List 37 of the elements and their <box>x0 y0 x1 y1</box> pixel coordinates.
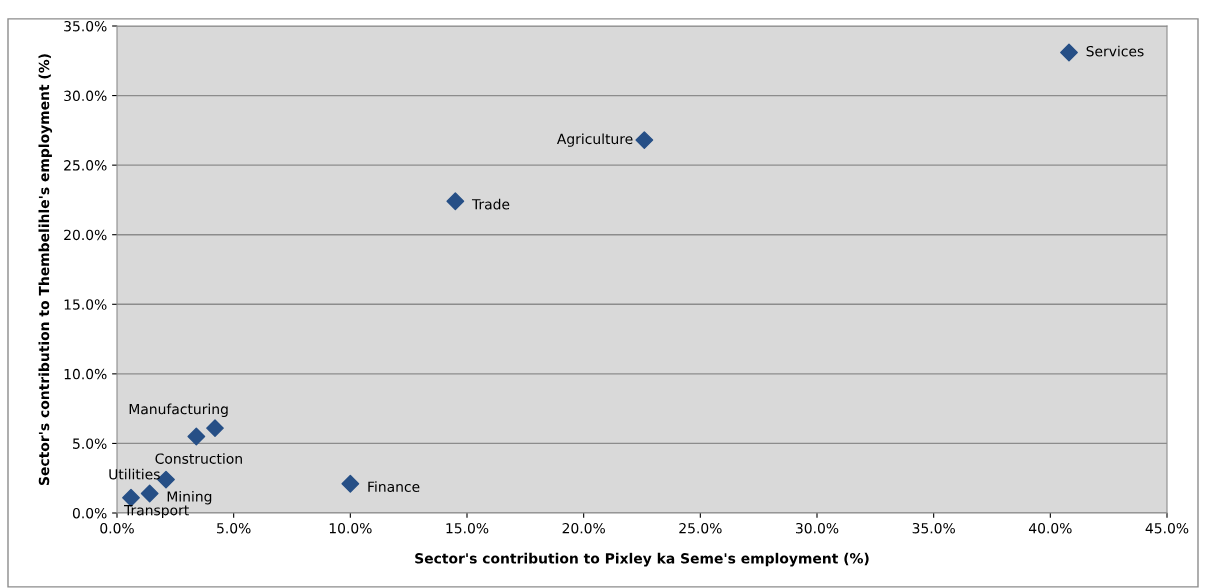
y-tick-label: 30.0% <box>64 90 107 102</box>
point <box>341 474 360 493</box>
x-tick-label: 25.0% <box>679 522 722 534</box>
point <box>206 419 224 438</box>
y-tick-label: 35.0% <box>64 20 107 32</box>
x-tick-label: 10.0% <box>329 522 372 534</box>
y-tick-label: 0.0% <box>72 507 107 519</box>
x-tick-label: 5.0% <box>217 522 251 534</box>
point <box>446 192 465 211</box>
annotation: Finance <box>368 481 420 492</box>
annotation: Agriculture <box>556 133 633 147</box>
y-axis-title: Sector's contribution to Thembelihle's employment (%) <box>38 54 53 486</box>
annotation: Construction <box>155 453 242 464</box>
x-axis-title: Sector's contribution to Pixley ka Seme's employment (%) <box>415 552 869 567</box>
x-tick-label: 35.0% <box>912 522 955 534</box>
x-tick-label: 0.0% <box>100 522 134 534</box>
point <box>140 484 159 503</box>
annotation: Manufacturing <box>129 403 228 418</box>
point <box>122 488 140 507</box>
annotation: Mining <box>167 490 212 505</box>
annotation: Transport <box>124 505 189 519</box>
point <box>187 427 206 446</box>
y-tick-label: 20.0% <box>64 229 107 241</box>
x-tick-label: 45.0% <box>1145 522 1189 534</box>
y-tick-label: 25.0% <box>64 160 107 171</box>
point <box>1060 43 1078 62</box>
y-tick-label: 10.0% <box>64 368 107 380</box>
annotation: Services <box>1086 45 1144 57</box>
annotation: Trade <box>471 198 510 210</box>
x-tick-label: 30.0% <box>796 522 839 534</box>
annotation: Utilities <box>109 468 160 480</box>
y-tick-label: 15.0% <box>64 299 107 310</box>
point <box>635 131 654 150</box>
x-tick-label: 40.0% <box>1028 522 1072 534</box>
y-tick-label: 5.0% <box>73 438 107 449</box>
x-tick-label: 15.0% <box>446 522 489 534</box>
x-tick-label: 20.0% <box>562 522 605 534</box>
